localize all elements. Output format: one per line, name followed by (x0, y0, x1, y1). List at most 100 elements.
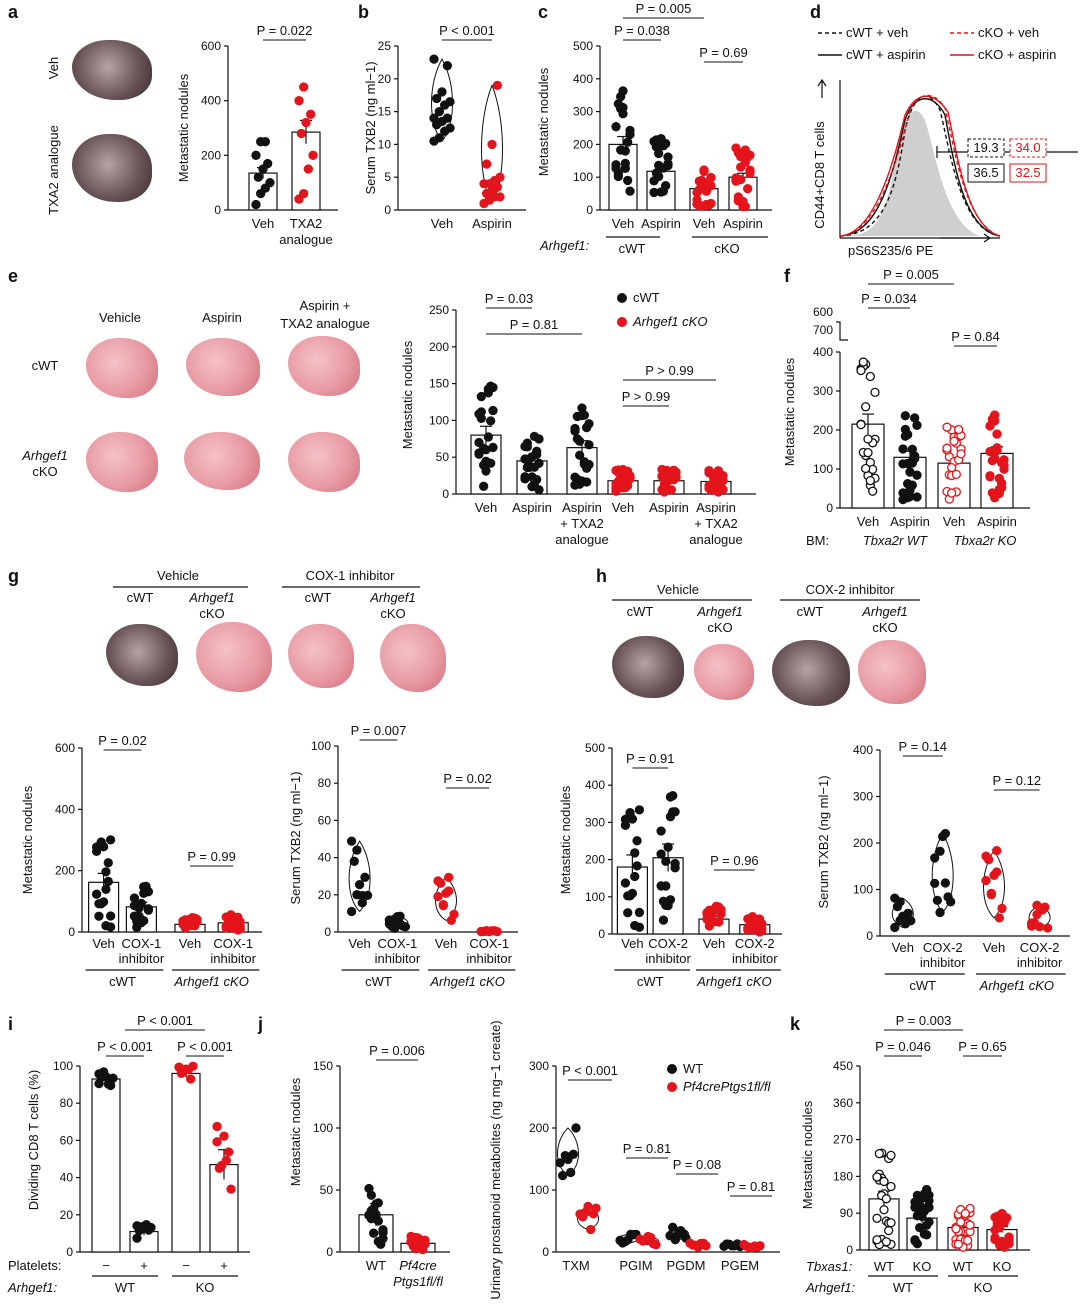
y-tick-label-f: 100 (813, 462, 833, 476)
y-tick-label-j2: 300 (529, 1059, 549, 1073)
panel-letter-f: f (784, 266, 791, 286)
y-tick-label-e: 250 (429, 303, 449, 317)
data-point-a (308, 150, 318, 160)
data-point-h1 (668, 791, 678, 801)
data-point-f (898, 444, 908, 454)
lung-image-h-4 (858, 640, 926, 704)
data-point-b (492, 80, 502, 91)
data-point-f (942, 422, 952, 432)
data-point-f (856, 365, 866, 376)
legend-cwt-veh: cWT + veh (846, 25, 908, 40)
platelet-sign-i: − (182, 1258, 190, 1273)
data-point-h2 (890, 922, 900, 933)
legend-cwt-e: cWT (633, 290, 660, 305)
data-point-e (534, 434, 544, 444)
data-point-h2 (992, 845, 1002, 856)
data-point-j2 (566, 1167, 576, 1178)
lung-image-a-txa2 (72, 134, 152, 202)
y-tick-label-f: 600 (813, 305, 833, 319)
group-label-h1: Arhgef1 cKO (696, 974, 771, 989)
group-label-g2: cWT (365, 974, 392, 989)
x-label-e: Aspirin (562, 500, 602, 515)
p-value-e: P = 0.81 (510, 317, 559, 332)
sub-g-2: cKO (199, 606, 224, 621)
data-point-k (886, 1218, 896, 1228)
sub-g-3: cWT (305, 590, 332, 605)
data-point-k (963, 1235, 973, 1246)
legend-dot-ko-j (667, 1082, 677, 1092)
x-label-g2: inhibitor (375, 951, 421, 966)
y-tick-label-h2: 300 (853, 790, 873, 804)
x-label-f: Veh (943, 514, 965, 529)
data-point-h2 (1034, 922, 1045, 932)
data-point-a (265, 178, 275, 188)
y-tick-label-c: 500 (573, 39, 593, 53)
box-cko-veh (1009, 138, 1047, 158)
legend-cwt-aspirin: cWT + aspirin (846, 47, 926, 62)
x-label-c: Aspirin (723, 216, 763, 231)
x-label-e: analogue (689, 532, 743, 547)
data-point-h1 (757, 923, 767, 934)
y-tick-label-i: 100 (53, 1059, 73, 1073)
x-label-g1: Veh (179, 936, 201, 951)
panel-letter-d: d (810, 2, 821, 22)
p-value-g2: P = 0.02 (443, 771, 492, 786)
row-label-txa2: TXA2 analogue (46, 125, 61, 215)
data-point-h2 (1042, 923, 1053, 933)
data-point-h1 (632, 861, 642, 871)
data-point-h1 (668, 807, 678, 817)
data-point-i (212, 1137, 222, 1147)
data-point-f (912, 470, 922, 480)
data-point-g2 (352, 845, 362, 855)
x-label-f: Aspirin (890, 514, 930, 529)
data-point-a (253, 172, 263, 182)
data-point-h2 (997, 903, 1007, 914)
panel-letter-c: c (538, 2, 548, 22)
sub-h-4: Arhgef1 (861, 604, 908, 619)
y-tick-label-j1: 0 (326, 1245, 333, 1259)
data-point-e (582, 477, 592, 487)
data-point-h2 (986, 890, 996, 900)
data-point-a (263, 158, 273, 169)
data-point-e (669, 465, 679, 475)
lung-image-e-2 (186, 338, 260, 396)
data-point-k (881, 1194, 891, 1204)
data-point-f (956, 449, 966, 459)
data-point-g1 (143, 905, 154, 915)
data-point-a (299, 82, 309, 92)
row-cko-e: cKO (32, 464, 57, 479)
data-point-e (716, 479, 726, 490)
data-point-k (1004, 1235, 1014, 1245)
data-point-h2 (930, 878, 940, 889)
data-point-f (900, 411, 910, 421)
data-point-g2 (446, 915, 456, 926)
y-tick-label-g2: 20 (318, 888, 332, 902)
lung-image-h-3 (772, 640, 850, 706)
x-label-e: + TXA2 (694, 516, 737, 531)
data-point-e (584, 459, 594, 470)
data-point-e (527, 481, 537, 492)
data-point-e (483, 432, 493, 442)
data-point-c (618, 86, 628, 96)
data-point-j2 (555, 1158, 565, 1168)
data-point-i (226, 1184, 236, 1194)
data-point-k (999, 1242, 1009, 1252)
data-point-c (733, 192, 743, 202)
data-point-e (520, 472, 530, 482)
p-value-i: P < 0.001 (177, 1039, 233, 1054)
data-point-i (101, 1072, 111, 1082)
data-point-h1 (627, 888, 638, 899)
data-point-k (874, 1148, 884, 1159)
value-cwt-asp: 36.5 (973, 165, 998, 180)
x-label-h1: Veh (621, 936, 643, 951)
y-tick-label-b: 25 (378, 39, 392, 53)
x-label-c: Aspirin (641, 216, 681, 231)
data-point-c (620, 146, 630, 156)
data-point-c (651, 168, 661, 178)
p-value-h2: P = 0.14 (898, 739, 947, 754)
data-point-e (476, 391, 486, 402)
bar-i (91, 1078, 121, 1253)
data-point-j2 (568, 1149, 578, 1159)
hist-fill-d (840, 110, 980, 236)
